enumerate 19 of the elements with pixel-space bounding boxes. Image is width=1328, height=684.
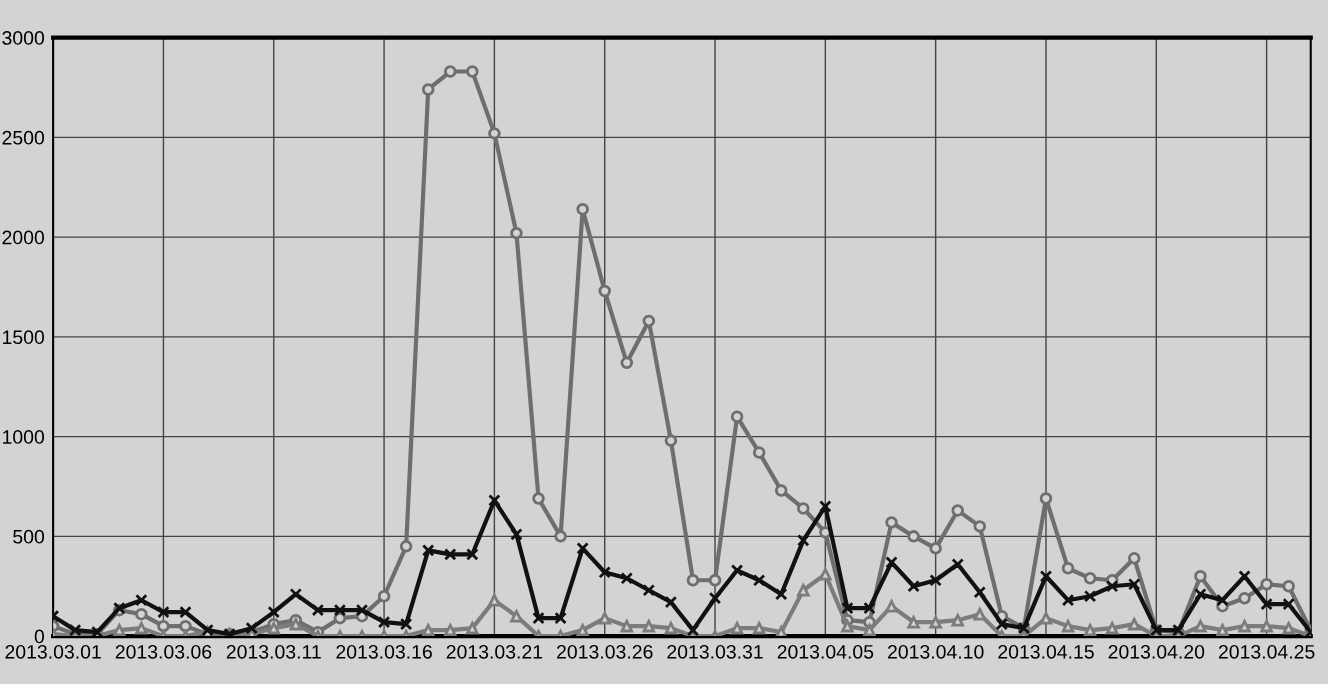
- y-tick-label: 0: [34, 629, 45, 644]
- x-tick-label: 2013.03.11: [226, 644, 321, 659]
- x-tick-label: 2013.04.10: [887, 644, 984, 659]
- y-tick-label: 3000: [2, 31, 45, 45]
- x-tick-label: 2013.03.06: [115, 644, 212, 659]
- x-tick-label: 2013.03.31: [667, 644, 763, 659]
- y-tick-label: 1500: [3, 330, 45, 345]
- x-tick-label: 2013.04.20: [1108, 644, 1205, 659]
- x-tick-label: 2013.03.01: [5, 644, 101, 659]
- x-tick-label: 2013.03.16: [336, 644, 432, 659]
- y-tick-label: 2500: [2, 130, 45, 145]
- x-tick-label: 2013.04.15: [998, 644, 1094, 659]
- x-tick-label: 2013.03.21: [446, 644, 543, 659]
- y-tick-label: 500: [13, 529, 45, 544]
- y-tick-label: 2000: [2, 230, 45, 245]
- x-tick-label: 2013.04.05: [777, 644, 874, 659]
- y-tick-label: 1000: [3, 430, 45, 444]
- x-tick-label: 2013.04.25: [1218, 644, 1315, 659]
- x-tick-label: 2013.03.26: [557, 644, 653, 659]
